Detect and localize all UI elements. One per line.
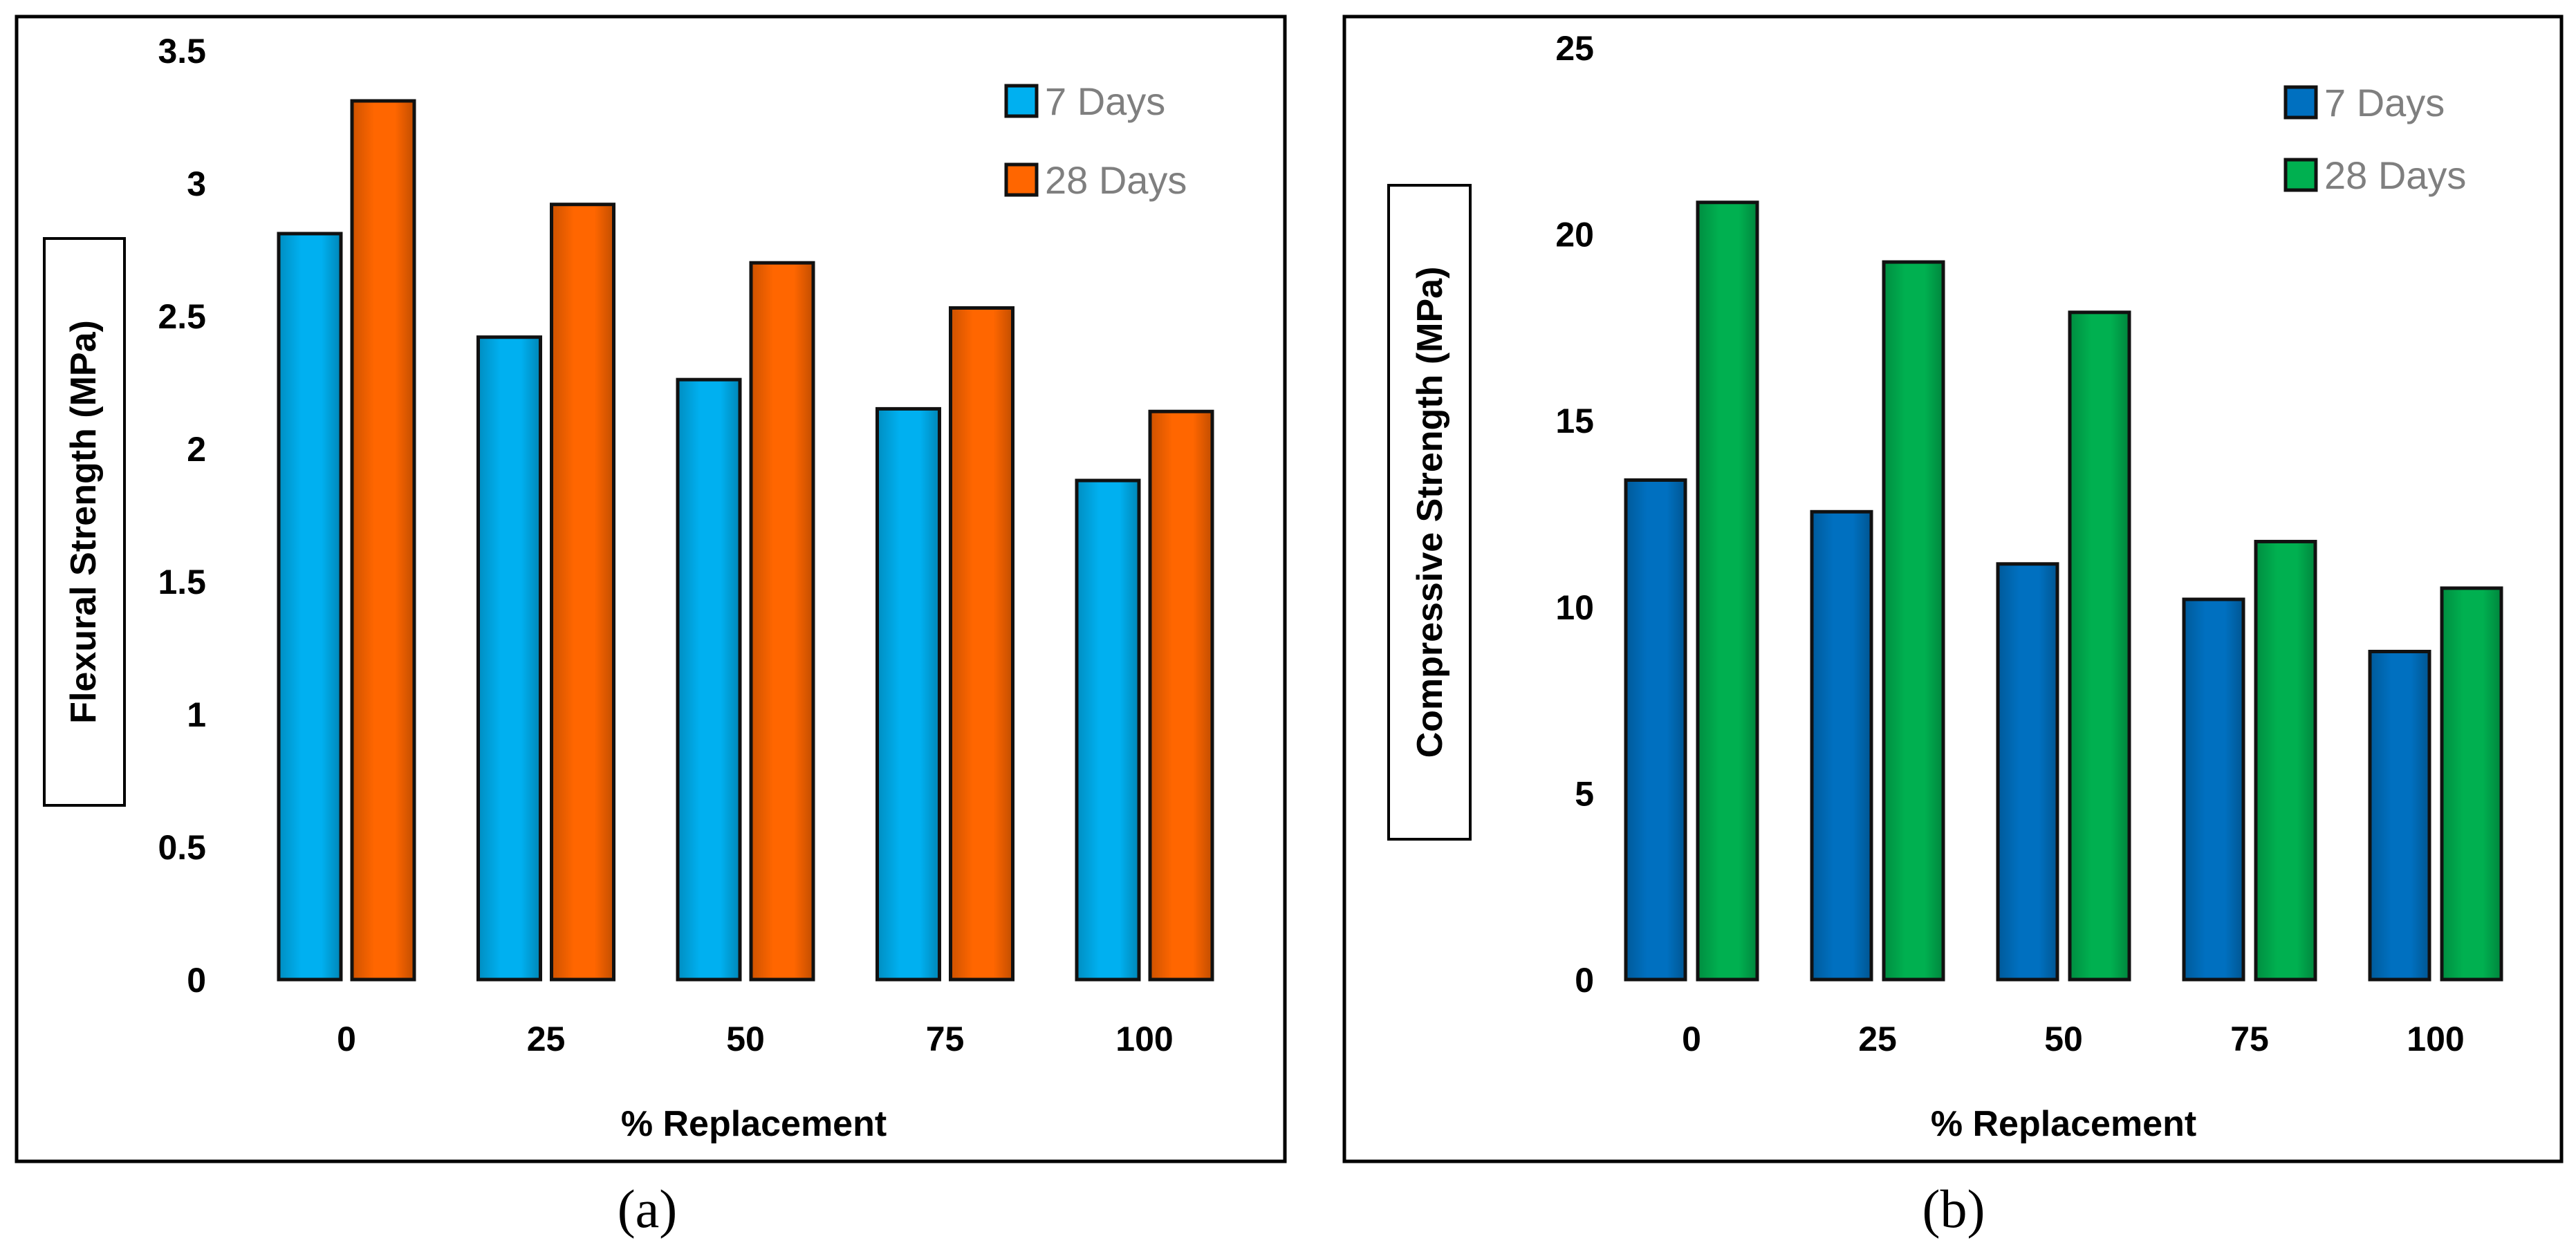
- chart-a-frame: [15, 15, 1287, 1163]
- bar-shading: [553, 206, 612, 978]
- y-tick-label: 2: [187, 430, 206, 469]
- chart-a-legend: 7 Days 28 Days: [1004, 79, 1187, 202]
- x-tick-label: 100: [1115, 1020, 1173, 1058]
- chart-a-panel-label: (a): [618, 1179, 678, 1239]
- legend-label-28-days: 28 Days: [1045, 158, 1187, 202]
- x-tick-label: 0: [337, 1020, 356, 1058]
- y-tick-label: 0: [187, 961, 206, 1000]
- legend-swatch-7-days: [1004, 84, 1039, 118]
- bar-shading: [353, 102, 413, 978]
- y-tick-label: 5: [1575, 774, 1594, 813]
- bar-shading: [2071, 314, 2128, 978]
- x-tick-label: 0: [1682, 1020, 1701, 1058]
- bar-shading: [879, 410, 938, 978]
- bar-shading: [2443, 590, 2500, 978]
- bar-shading: [2185, 601, 2242, 978]
- x-tick-label: 75: [926, 1020, 965, 1058]
- chart-b-legend: 7 Days 28 Days: [2283, 81, 2466, 197]
- chart-a-y-tick-labels: 0 0.5 1 1.5 2 2.5 3 3.5: [158, 32, 206, 1000]
- chart-b-y-tick-labels: 0 5 10 15 20 25: [1555, 29, 1594, 1000]
- chart-b-frame: [1342, 15, 2564, 1163]
- chart-a-xlabel: % Replacement: [621, 1104, 887, 1144]
- y-tick-label: 15: [1555, 402, 1594, 440]
- x-tick-label: 25: [527, 1020, 566, 1058]
- bar-shading: [1151, 413, 1211, 978]
- y-tick-label: 3: [187, 165, 206, 203]
- flexural-strength-chart: 0 0.5 1 1.5 2 2.5 3 3.5 0 25 50 75 100 7 Days 28 Day…: [15, 15, 1287, 1239]
- chart-b-x-tick-labels: 0 25 50 75 100: [1682, 1020, 2465, 1058]
- bar-shading: [752, 264, 812, 978]
- x-tick-label: 75: [2230, 1020, 2269, 1058]
- chart-b-bars: [1624, 200, 2503, 982]
- bar-shading: [280, 235, 340, 978]
- bar-shading: [1885, 263, 1942, 978]
- bar-shading: [679, 381, 739, 978]
- bar-shading: [952, 309, 1011, 978]
- bar-shading: [2371, 653, 2428, 978]
- bar-shading: [2257, 543, 2314, 978]
- bar-shading: [1627, 481, 1684, 978]
- bar-shading: [480, 339, 539, 978]
- chart-b-panel-label: (b): [1922, 1179, 1985, 1239]
- y-tick-label: 0: [1575, 961, 1594, 1000]
- legend-swatch-7-days: [2283, 85, 2318, 120]
- chart-a-x-tick-labels: 0 25 50 75 100: [337, 1020, 1174, 1058]
- y-tick-label: 3.5: [158, 32, 206, 71]
- y-tick-label: 25: [1555, 29, 1594, 68]
- y-tick-label: 20: [1555, 216, 1594, 254]
- y-tick-label: 0.5: [158, 828, 206, 867]
- x-tick-label: 50: [2044, 1020, 2083, 1058]
- y-tick-label: 2.5: [158, 297, 206, 336]
- y-tick-label: 10: [1555, 588, 1594, 627]
- chart-a-ylabel-box: [43, 237, 126, 807]
- chart-b-ylabel: Compressive Strength (MPa): [1410, 267, 1450, 758]
- chart-a-bars: [277, 99, 1214, 982]
- y-tick-label: 1: [187, 695, 206, 734]
- y-tick-label: 1.5: [158, 563, 206, 601]
- x-tick-label: 25: [1858, 1020, 1897, 1058]
- chart-b-xlabel: % Replacement: [1931, 1104, 2196, 1144]
- chart-a-ylabel: Flexural Strength (MPa): [64, 320, 104, 724]
- chart-b-ylabel-box: [1387, 184, 1472, 841]
- compressive-strength-chart: 0 5 10 15 20 25 0 25 50 75 100 7 Days 28 Days Comp…: [1342, 15, 2564, 1239]
- legend-label-7-days: 7 Days: [2324, 81, 2445, 124]
- bar-shading: [1813, 513, 1870, 978]
- legend-label-28-days: 28 Days: [2324, 153, 2466, 197]
- legend-swatch-28-days: [1004, 162, 1039, 197]
- x-tick-label: 100: [2407, 1020, 2464, 1058]
- legend-label-7-days: 7 Days: [1045, 79, 1165, 123]
- x-tick-label: 50: [726, 1020, 765, 1058]
- bar-shading: [1078, 482, 1138, 978]
- bar-shading: [1699, 204, 1756, 978]
- legend-swatch-28-days: [2283, 158, 2318, 192]
- bar-shading: [1999, 565, 2056, 978]
